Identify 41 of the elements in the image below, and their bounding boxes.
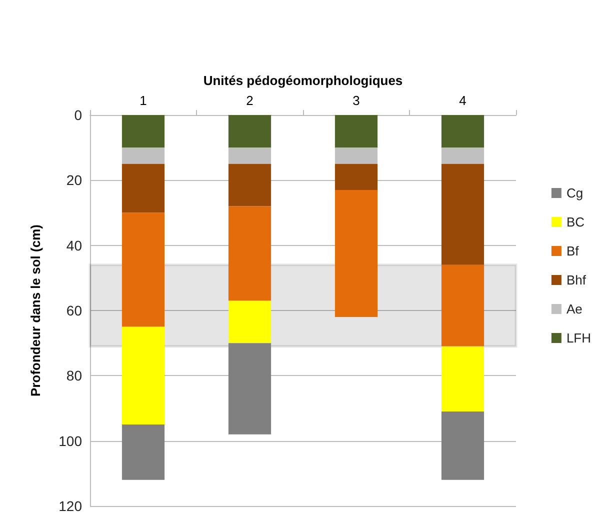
bar: [122, 164, 165, 213]
bar: [441, 346, 484, 412]
bar: [122, 212, 165, 327]
legend-label: Bhf: [566, 272, 586, 288]
bar: [441, 115, 484, 148]
y-tick-label: 80: [66, 368, 82, 384]
bar: [228, 343, 272, 434]
bar: [441, 148, 484, 164]
bar: [228, 164, 272, 206]
y-tick-label: 120: [58, 498, 82, 514]
y-tick-label: 100: [58, 432, 82, 449]
x-tick-label: 1: [140, 93, 147, 108]
bar: [122, 424, 165, 480]
bar: [441, 264, 484, 346]
bar: [122, 326, 165, 425]
y-tick-label: 0: [74, 107, 82, 123]
bar: [122, 148, 165, 164]
bar: [228, 115, 272, 148]
x-tick-label: 4: [459, 93, 466, 108]
bar: [334, 190, 378, 318]
y-tick-label: 60: [66, 302, 82, 318]
bar: [228, 206, 272, 301]
x-axis-title: Unités pédogéomorphologiques: [203, 73, 403, 88]
y-tick-label: 40: [66, 237, 82, 254]
bar: [228, 300, 272, 344]
legend-label: Bf: [566, 244, 580, 258]
legend-label: Cg: [566, 186, 584, 200]
y-axis-title: Profondeur dans le sol (cm): [28, 224, 43, 396]
x-tick-label: 3: [352, 93, 360, 108]
bar: [441, 164, 484, 265]
bar: [334, 115, 378, 148]
bar: [122, 115, 165, 148]
bar: [334, 148, 378, 164]
legend-label: Ae: [566, 302, 582, 316]
bar: [228, 148, 272, 164]
legend-label: BC: [566, 214, 585, 230]
x-tick-label: 2: [246, 93, 254, 108]
legend-label: LFH: [566, 330, 592, 346]
bar: [441, 412, 484, 480]
bar: [334, 164, 378, 190]
y-tick-label: 20: [66, 172, 82, 188]
